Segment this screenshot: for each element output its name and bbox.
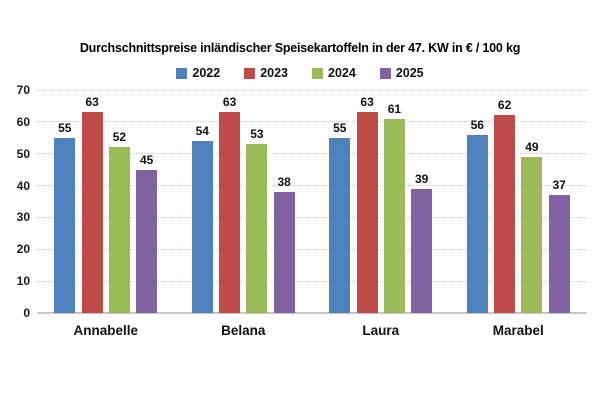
- bar-2023-marabel: [494, 115, 516, 313]
- bar-2022-annabelle: [54, 137, 76, 313]
- gridline-50: [37, 153, 587, 155]
- y-axis-tick-label: 20: [16, 242, 30, 257]
- bar-2024-laura: [383, 118, 405, 313]
- legend-item-2025: 2025: [379, 66, 424, 80]
- bar-2024-annabelle: [108, 147, 130, 313]
- bar-2023-belana: [219, 112, 241, 313]
- y-axis-tick-label: 40: [16, 178, 30, 193]
- legend-swatch-2022: [176, 67, 188, 79]
- bar-value-label: 52: [112, 130, 127, 145]
- legend-item-2022: 2022: [176, 66, 220, 80]
- y-axis-tick-label: 70: [16, 83, 30, 97]
- legend-swatch-2023: [244, 67, 256, 79]
- bar-2025-laura: [411, 188, 433, 313]
- y-axis-tick-label: 50: [16, 146, 30, 161]
- chart-title: Durchschnittspreise inländischer Speisek…: [79, 41, 521, 55]
- legend-label: 2025: [395, 66, 424, 80]
- bar-value-label: 53: [250, 127, 264, 142]
- bar-value-label: 55: [58, 120, 72, 135]
- bar-2023-annabelle: [81, 112, 103, 313]
- gridline-20: [37, 248, 587, 250]
- y-axis-tick-label: 10: [16, 274, 30, 289]
- bar-value-label: 56: [470, 117, 484, 132]
- bar-value-label: 63: [222, 95, 237, 110]
- bar-2025-annabelle: [136, 169, 158, 313]
- legend-label: 2024: [328, 66, 356, 80]
- bar-value-label: 38: [277, 174, 291, 189]
- category-label-marabel: Marabel: [492, 323, 544, 338]
- bar-value-label: 49: [525, 139, 539, 154]
- bar-2025-marabel: [548, 195, 570, 313]
- bar-value-label: 45: [140, 152, 154, 167]
- bar-value-label: 62: [497, 98, 512, 113]
- category-label-laura: Laura: [362, 323, 400, 338]
- bar-2022-laura: [329, 137, 351, 313]
- legend-item-2023: 2023: [244, 66, 288, 80]
- category-label-annabelle: Annabelle: [73, 323, 138, 338]
- bar-value-label: 63: [85, 95, 99, 110]
- bar-value-label: 55: [333, 120, 347, 135]
- bar-2022-marabel: [466, 134, 488, 313]
- gridline-70: [37, 89, 587, 91]
- y-axis-tick-label: 60: [16, 114, 30, 129]
- y-axis-tick-label: 30: [16, 210, 30, 225]
- legend-swatch-2024: [312, 67, 323, 79]
- bar-2024-belana: [246, 144, 268, 313]
- gridline-60: [37, 121, 587, 123]
- bar-value-label: 63: [360, 95, 374, 110]
- gridline-30: [37, 216, 587, 218]
- legend: 2022 2023 2024 2025: [0, 66, 600, 80]
- bar-2025-belana: [273, 191, 295, 313]
- legend-swatch-2025: [379, 67, 391, 79]
- legend-label: 2022: [192, 66, 221, 80]
- legend-item-2024: 2024: [312, 66, 356, 80]
- category-label-belana: Belana: [221, 323, 266, 338]
- bar-2022-belana: [191, 140, 213, 313]
- legend-label: 2023: [260, 66, 288, 80]
- gridline-10: [37, 280, 587, 282]
- bar-value-label: 61: [387, 101, 402, 116]
- bar-2023-laura: [356, 112, 378, 313]
- gridline-40: [37, 185, 587, 187]
- bar-value-label: 37: [552, 178, 566, 193]
- y-axis-tick-label: 0: [23, 306, 30, 320]
- x-axis-line: [37, 312, 587, 314]
- bar-2024-marabel: [521, 156, 543, 313]
- bar-value-label: 54: [195, 123, 209, 138]
- bar-value-label: 39: [415, 171, 429, 186]
